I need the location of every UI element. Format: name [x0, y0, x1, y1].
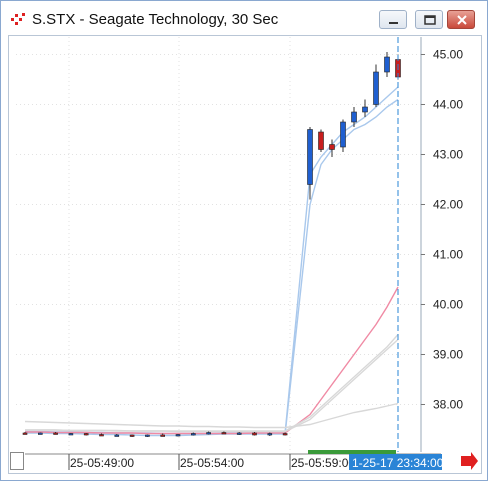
minimize-icon: [389, 22, 398, 24]
maximize-button[interactable]: [415, 10, 443, 29]
candle-down: [83, 433, 89, 436]
candle-up: [206, 432, 211, 435]
candle-up: [384, 56, 390, 73]
candle-up: [340, 121, 346, 148]
candle-down: [99, 434, 104, 437]
candle-up: [362, 106, 368, 113]
price-tick-label: 43.00: [433, 148, 463, 162]
candle-down: [22, 432, 28, 435]
candle-down: [160, 434, 165, 437]
time-tick-label: 25-05:49:00: [70, 456, 134, 470]
price-tick-label: 45.00: [433, 48, 463, 62]
restore-icon: [424, 15, 436, 25]
candle-up: [191, 433, 196, 436]
candle-up: [68, 433, 74, 436]
candle-down: [252, 432, 257, 436]
candle-up: [351, 111, 357, 123]
time-tick-label: 25-05:54:00: [180, 456, 244, 470]
moving-average-line: [25, 334, 399, 432]
candle-down: [282, 433, 288, 436]
close-button[interactable]: [447, 10, 475, 29]
moving-average-line: [24, 402, 399, 429]
price-tick-label: 42.00: [433, 198, 463, 212]
moving-average-line: [25, 286, 399, 435]
title-bar[interactable]: S.STX - Seagate Technology, 30 Sec: [1, 1, 487, 35]
candle-up: [145, 434, 150, 437]
price-tick-label: 39.00: [433, 348, 463, 362]
cursor-time-label-bg: [349, 454, 442, 470]
close-icon: [457, 15, 467, 25]
candle-up: [175, 434, 181, 437]
app-logo-icon: [11, 13, 25, 25]
candlesticks: [22, 52, 401, 437]
scroll-right-arrow-icon[interactable]: [461, 452, 478, 470]
candle-up: [236, 432, 242, 435]
candle-down: [329, 144, 335, 150]
candle-up: [373, 71, 379, 105]
grid-lines: [16, 37, 421, 452]
candle-down: [221, 432, 227, 435]
scroll-left-box[interactable]: [10, 452, 24, 470]
window-title: S.STX - Seagate Technology, 30 Sec: [32, 11, 279, 28]
price-tick-label: 41.00: [433, 248, 463, 262]
time-tick-label: 25-05:59:00: [291, 456, 355, 470]
candle-up: [37, 432, 43, 435]
minimize-button[interactable]: [379, 10, 407, 29]
session-bar: [308, 450, 396, 454]
price-tick-label: 40.00: [433, 298, 463, 312]
moving-average-line: [25, 98, 399, 437]
price-axis[interactable]: 45.00 44.00 43.00 42.00 41.00 40.00 39.00 38.00: [420, 37, 463, 452]
price-tick-label: 44.00: [433, 98, 463, 112]
candle-down: [129, 434, 135, 437]
candle-up: [307, 129, 313, 185]
candle-down: [318, 131, 324, 150]
candle-up: [114, 434, 120, 437]
candle-up: [267, 433, 273, 436]
price-tick-label: 38.00: [433, 398, 463, 412]
moving-average-line: [25, 338, 399, 433]
cursor-time-label: 1-25-17 23:34:00: [352, 456, 444, 470]
candle-down: [53, 432, 58, 435]
